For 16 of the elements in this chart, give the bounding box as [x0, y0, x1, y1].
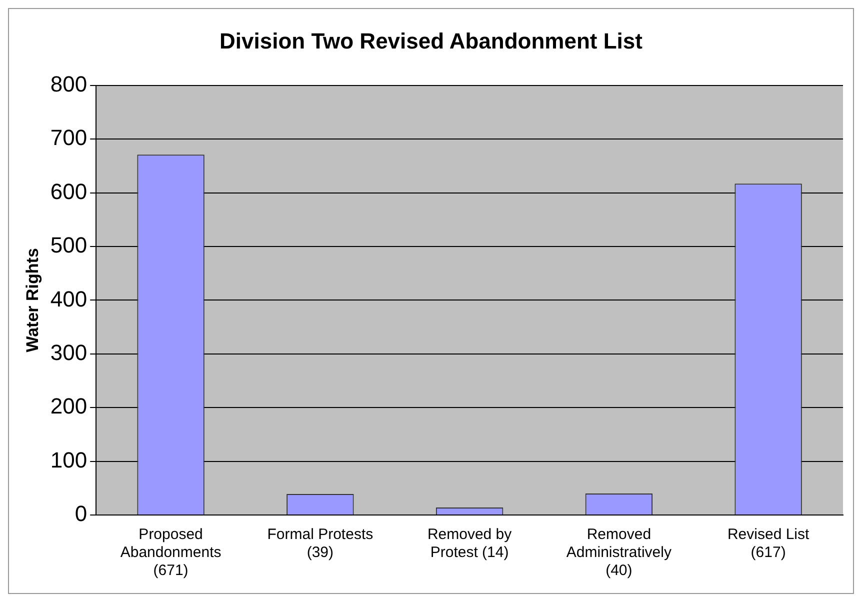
- x-tick-label: Proposed Abandonments (671): [120, 526, 222, 580]
- x-tick-label: Revised List (617): [727, 526, 810, 562]
- y-tick-label: 600: [50, 178, 88, 204]
- y-tick-label: 800: [50, 71, 88, 96]
- y-tick-label: 100: [50, 447, 88, 472]
- y-tick-label: 500: [50, 232, 88, 258]
- x-tick-label: Formal Protests (39): [267, 526, 374, 562]
- chart-title: Division Two Revised Abandonment List: [220, 28, 644, 54]
- y-tick-label: 300: [50, 340, 88, 365]
- x-tick-label: Removed by Protest (14): [427, 526, 512, 562]
- x-tick-label: Removed Administratively (40): [566, 526, 672, 580]
- y-axis-title: Water Rights: [22, 248, 42, 352]
- y-tick-label: 400: [50, 286, 88, 312]
- y-tick-label: 200: [50, 394, 88, 419]
- y-tick-label: 700: [50, 125, 88, 150]
- y-tick-label: 0: [74, 501, 88, 526]
